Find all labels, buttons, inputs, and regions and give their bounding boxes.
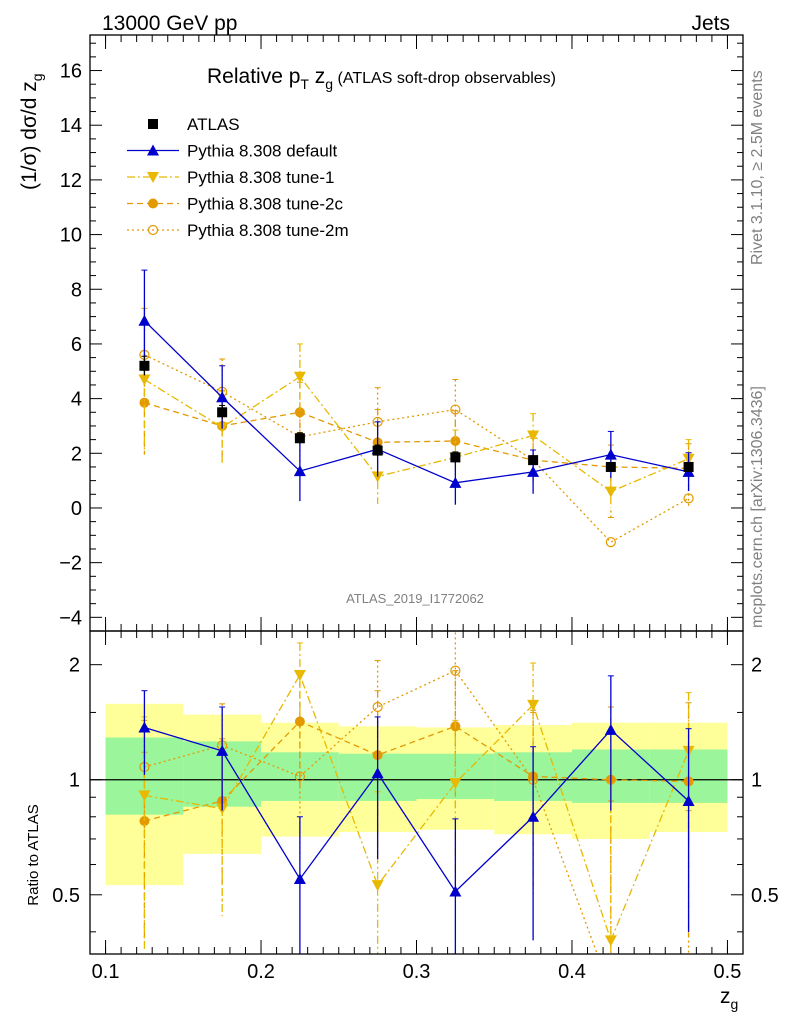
ratio-y-tick-label: 0.5 [52,885,80,907]
main-series-line [144,402,689,469]
ratio-y-tick-label-right: 0.5 [751,885,779,907]
ratio-series-line [144,669,598,954]
ratio-data-point [604,723,617,735]
legend-marker [148,198,158,209]
ratio-data-point [216,744,229,756]
mcplots-label: mcplots.cern.ch [arXiv:1306.3436] [749,386,766,628]
main-data-point [449,476,462,488]
main-data-point [528,455,539,466]
ratio-y-tick-label: 1 [69,770,80,792]
y-tick-label: 10 [60,225,82,247]
main-data-point [604,486,617,498]
main-data-point [372,445,383,456]
main-data-point [293,465,306,477]
y-tick-label: 4 [71,389,82,411]
x-tick-label: 0.4 [558,961,586,983]
x-tick-label: 0.3 [403,961,431,983]
y-tick-label: −4 [59,607,82,629]
main-data-point [217,407,228,418]
ratio-data-point [293,669,306,681]
legend-label: Pythia 8.308 tune-1 [187,168,334,187]
ratio-series-pythia-8-308-default [138,675,695,954]
x-tick-label: 0.1 [92,961,120,983]
legend: ATLAS Pythia 8.308 default Pythia 8.308 tu… [127,115,349,240]
main-series-atlas [139,355,694,472]
legend-marker [147,144,159,156]
header-right: Jets [691,12,730,35]
y-tick-label: 12 [60,170,82,192]
main-series-line [144,375,689,493]
main-data-point [293,371,306,383]
ratio-data-point [606,987,615,996]
legend-marker [148,119,158,129]
ratio-data-point [293,872,306,884]
ratio-data-point [449,885,462,897]
ratio-data-point [527,810,540,822]
x-tick-label: 0.2 [247,961,275,983]
legend-label: ATLAS [187,115,240,134]
y-tick-label: 0 [71,498,82,520]
legend-marker [147,172,159,183]
ratio-series-line [144,726,690,893]
main-data-point [138,374,151,386]
ratio-series-line [144,673,690,943]
ratio-y-label: Ratio to ATLAS [25,804,42,905]
ratio-data-point [371,880,384,892]
main-data-point [139,397,150,408]
ratio-data-point [294,716,305,727]
ratio-data-point [682,794,695,806]
main-data-point [604,448,617,460]
y-tick-label: 16 [60,61,82,83]
ratio-data-point [527,699,540,711]
ratio-bands [105,703,728,886]
y-tick-label: 14 [60,115,82,137]
main-data-point [605,461,616,472]
y-tick-label: 8 [71,279,82,301]
main-data-point [683,493,694,504]
main-data-point [450,435,461,446]
main-data-point [450,452,461,463]
y-tick-label: 6 [71,334,82,356]
header-left: 13000 GeV pp [102,12,237,35]
data-layer [90,269,743,1024]
y-tick-label: −2 [59,553,82,575]
main-data-point [294,433,305,444]
x-tick-label: 0.5 [714,961,742,983]
main-data-point [216,391,229,403]
legend-label: Pythia 8.308 default [187,142,338,161]
ratio-data-point [449,778,462,790]
ratio-y-tick-label-right: 1 [751,770,762,792]
ratio-data-point [604,935,617,947]
legend-marker [147,224,159,236]
main-data-point [139,360,150,371]
ratio-data-point [371,767,384,779]
main-data-point [527,465,540,477]
ratio-data-point [684,1019,693,1024]
main-data-point [371,471,384,483]
legend-label: Pythia 8.308 tune-2m [187,221,349,240]
main-series-line [144,354,689,543]
y-tick-label: 2 [71,443,82,465]
ratio-data-point [139,815,150,826]
main-data-point [294,407,305,418]
chart-title: Relative pT zg (ATLAS soft-drop observab… [207,65,556,92]
main-data-point [605,537,616,548]
x-axis-label: zg [720,985,738,1012]
main-data-point [683,461,694,472]
legend-label: Pythia 8.308 tune-2c [187,195,343,214]
ratio-data-point [138,790,151,802]
rivet-label: Rivet 3.1.10, ≥ 2.5M events [749,70,766,265]
main-series-line [143,320,689,484]
ratio-y-tick-label: 2 [69,655,80,677]
ratio-data-point [138,721,151,733]
ratio-y-tick-label-right: 2 [751,655,762,677]
main-data-point [138,314,151,326]
main-data-point [527,430,540,442]
y-axis-label: (1/σ) dσ/d zg [18,73,45,190]
watermark: ATLAS_2019_I1772062 [346,591,484,606]
